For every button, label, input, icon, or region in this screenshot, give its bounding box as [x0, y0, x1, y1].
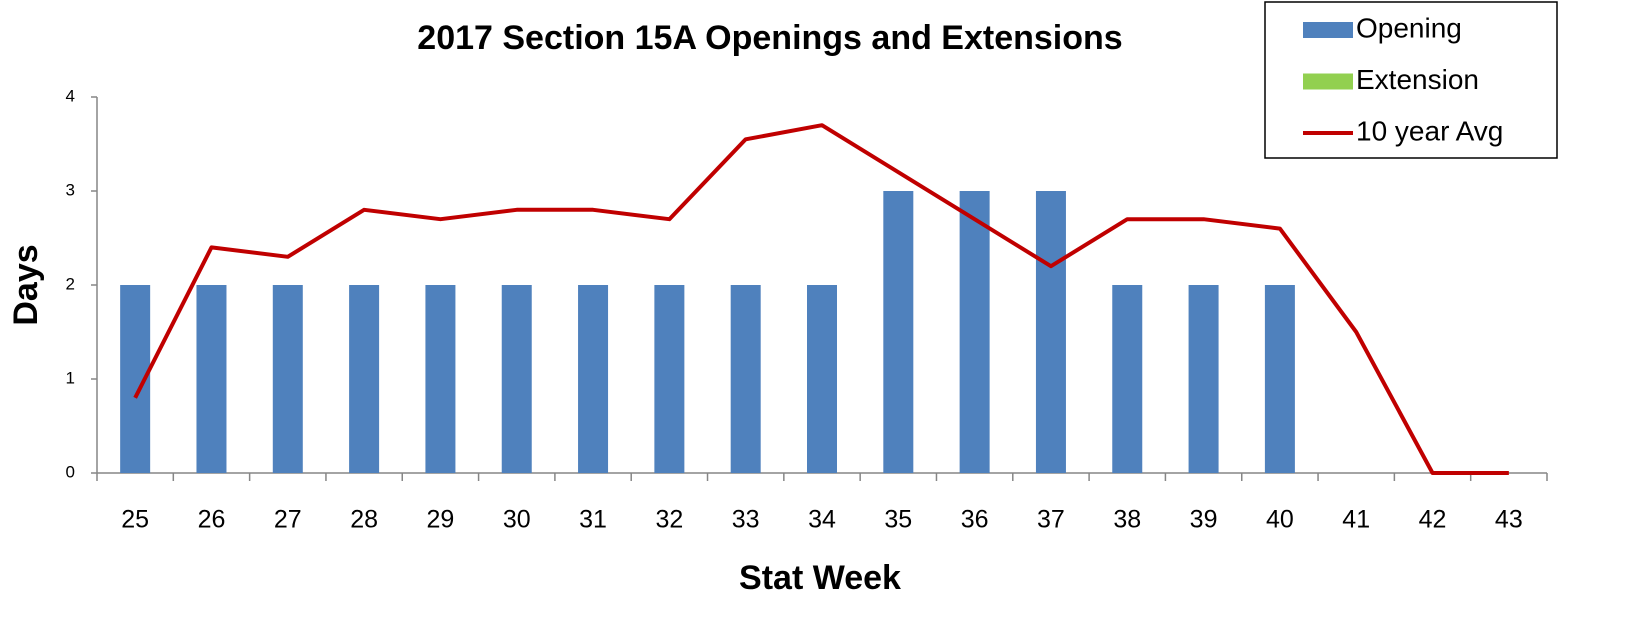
y-tick-label: 2 [66, 274, 75, 293]
x-tick-label: 42 [1419, 506, 1447, 534]
x-tick-label: 37 [1037, 506, 1065, 534]
line [133, 123, 1509, 475]
y-tick-label: 1 [66, 368, 75, 387]
x-tick-label: 32 [655, 506, 683, 534]
y-tick-label: 4 [66, 86, 75, 105]
bar [654, 285, 685, 473]
legend-label: 10 year Avg [1356, 115, 1503, 146]
x-tick-label: 39 [1190, 506, 1218, 534]
bar [272, 285, 303, 473]
bar [349, 285, 380, 473]
x-tick-label: 25 [121, 506, 149, 534]
x-tick-label: 29 [427, 506, 455, 534]
x-tick-label: 35 [884, 506, 912, 534]
bar [807, 285, 837, 473]
x-tick-label: 30 [503, 506, 531, 534]
x-tick-label: 26 [198, 506, 226, 534]
legend-label: Extension [1356, 64, 1479, 95]
x-tick-label: 27 [274, 506, 302, 534]
bar [425, 285, 456, 473]
legend-label: Opening [1356, 12, 1462, 43]
bar [1264, 285, 1295, 473]
x-tick-label: 41 [1342, 506, 1370, 534]
bar [578, 285, 609, 473]
y-tick-label: 3 [66, 180, 75, 199]
x-tick-label: 31 [579, 506, 607, 534]
x-axis-label: Stat Week [739, 559, 901, 597]
bar [883, 191, 914, 473]
x-tick-label: 40 [1266, 506, 1294, 534]
y-axis-label: Days [7, 244, 45, 325]
x-tick-label: 33 [732, 506, 760, 534]
bar [730, 285, 761, 473]
bar [959, 191, 990, 473]
bar [501, 285, 532, 473]
x-tick-label: 28 [350, 506, 378, 534]
bar [1112, 285, 1143, 473]
chart-title: 2017 Section 15A Openings and Extensions [417, 19, 1122, 57]
y-tick-label: 0 [66, 462, 75, 481]
x-tick-label: 34 [808, 506, 836, 534]
x-tick-label: 36 [961, 506, 989, 534]
bar [1188, 285, 1219, 473]
legend-swatch [1303, 73, 1353, 90]
x-tick-label: 38 [1113, 506, 1141, 534]
legend-swatch [1303, 22, 1353, 38]
bar [1035, 191, 1066, 473]
bar [196, 285, 227, 473]
x-tick-label: 43 [1495, 506, 1523, 534]
